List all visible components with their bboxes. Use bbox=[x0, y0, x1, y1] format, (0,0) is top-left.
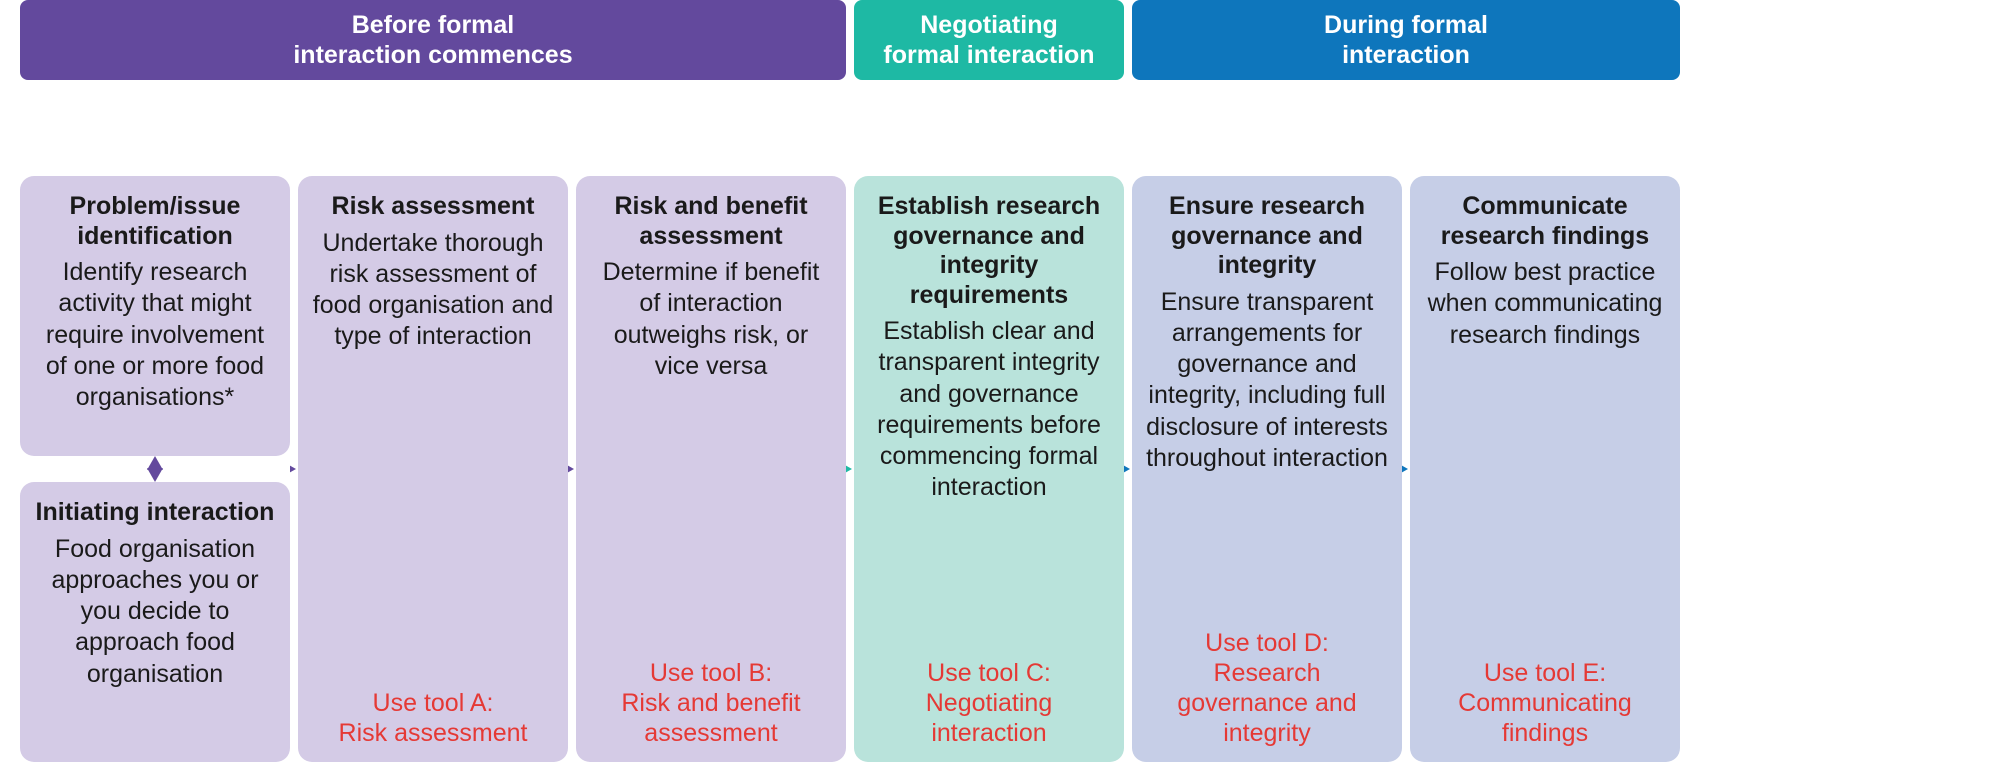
card-col-3: Establish research governance and integr… bbox=[854, 176, 1124, 762]
flow-body: Problem/issue identification Identify res… bbox=[0, 80, 2000, 700]
card-title: Problem/issue identification bbox=[34, 192, 276, 251]
card-body: Establish clear and transparent integrit… bbox=[868, 316, 1110, 504]
arrow-right-3 bbox=[846, 454, 854, 484]
card-col-5: Communicate research findings Follow best… bbox=[1410, 176, 1680, 762]
phase-header-row: Before formalinteraction commencesNegoti… bbox=[0, 0, 2000, 80]
arrow-right-1 bbox=[290, 454, 298, 484]
card-tool-label: Use tool B:Risk and benefit assessment bbox=[590, 658, 832, 748]
card-title: Initiating interaction bbox=[34, 498, 276, 528]
card-tool-label: Use tool C:Negotiating interaction bbox=[868, 658, 1110, 748]
card-body: Determine if benefit of interaction outw… bbox=[590, 257, 832, 382]
card-title: Communicate research findings bbox=[1424, 192, 1666, 251]
phase-header-2: During formalinteraction bbox=[1132, 0, 1680, 80]
card-tool-label: Use tool D:Research governance and integ… bbox=[1146, 628, 1388, 748]
card-tool-label: Use tool E:Communicating findings bbox=[1424, 658, 1666, 748]
card-title: Establish research governance and integr… bbox=[868, 192, 1110, 310]
card-body: Food organisation approaches you or you … bbox=[34, 534, 276, 690]
double-arrow-vertical bbox=[135, 456, 175, 482]
card-title: Risk and benefit assessment bbox=[590, 192, 832, 251]
card-initiating-interaction: Initiating interaction Food organisation … bbox=[20, 482, 290, 762]
card-col-2: Risk and benefit assessment Determine if … bbox=[576, 176, 846, 762]
card-col-4: Ensure research governance and integrity… bbox=[1132, 176, 1402, 762]
arrow-right-5 bbox=[1402, 454, 1410, 484]
arrow-right-2 bbox=[568, 454, 576, 484]
card-col-1: Risk assessment Undertake thorough risk a… bbox=[298, 176, 568, 762]
card-body: Follow best practice when communicating … bbox=[1424, 257, 1666, 351]
card-body: Undertake thorough risk assessment of fo… bbox=[312, 228, 554, 353]
card-problem-identification: Problem/issue identification Identify res… bbox=[20, 176, 290, 456]
phase-header-0: Before formalinteraction commences bbox=[20, 0, 846, 80]
arrow-right-4 bbox=[1124, 454, 1132, 484]
card-tool-label: Use tool A:Risk assessment bbox=[312, 688, 554, 748]
card-title: Ensure research governance and integrity bbox=[1146, 192, 1388, 281]
card-title: Risk assessment bbox=[312, 192, 554, 222]
card-body: Identify research activity that might re… bbox=[34, 257, 276, 413]
card-body: Ensure transparent arrangements for gove… bbox=[1146, 287, 1388, 475]
phase-header-1: Negotiatingformal interaction bbox=[854, 0, 1124, 80]
